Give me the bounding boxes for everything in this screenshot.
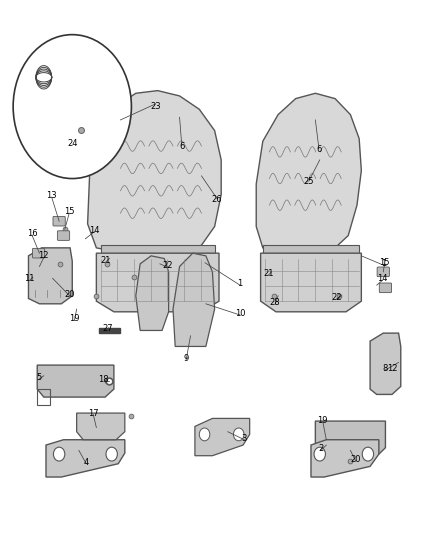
Text: 6: 6 bbox=[179, 142, 184, 151]
Circle shape bbox=[199, 428, 210, 441]
Polygon shape bbox=[256, 93, 361, 253]
Text: 4: 4 bbox=[84, 458, 89, 467]
FancyBboxPatch shape bbox=[377, 267, 389, 277]
Text: 20: 20 bbox=[350, 455, 361, 464]
Circle shape bbox=[106, 447, 117, 461]
Polygon shape bbox=[311, 440, 379, 477]
Text: 13: 13 bbox=[46, 191, 57, 200]
Text: 21: 21 bbox=[263, 269, 274, 278]
Text: 22: 22 bbox=[331, 293, 342, 302]
Text: 20: 20 bbox=[65, 290, 75, 299]
Polygon shape bbox=[315, 421, 385, 454]
Circle shape bbox=[13, 35, 131, 179]
Polygon shape bbox=[37, 365, 114, 397]
Text: 12: 12 bbox=[39, 252, 49, 260]
Text: 3: 3 bbox=[242, 434, 247, 442]
Polygon shape bbox=[88, 91, 221, 253]
Polygon shape bbox=[173, 253, 215, 346]
Text: 5: 5 bbox=[37, 373, 42, 382]
Circle shape bbox=[362, 447, 374, 461]
Text: 19: 19 bbox=[69, 314, 80, 323]
Polygon shape bbox=[101, 245, 215, 253]
Polygon shape bbox=[263, 245, 359, 253]
Circle shape bbox=[314, 447, 325, 461]
FancyBboxPatch shape bbox=[32, 248, 45, 258]
Text: 22: 22 bbox=[162, 261, 173, 270]
Text: 11: 11 bbox=[25, 274, 35, 283]
Text: 18: 18 bbox=[99, 375, 109, 384]
Polygon shape bbox=[261, 253, 361, 312]
Text: 19: 19 bbox=[318, 416, 328, 424]
Text: 24: 24 bbox=[67, 140, 78, 148]
Text: 26: 26 bbox=[212, 196, 222, 204]
Polygon shape bbox=[96, 253, 219, 312]
Text: 27: 27 bbox=[103, 325, 113, 333]
Text: 1: 1 bbox=[381, 260, 387, 268]
Text: 28: 28 bbox=[270, 298, 280, 307]
Polygon shape bbox=[46, 440, 125, 477]
FancyBboxPatch shape bbox=[379, 283, 392, 293]
Text: 14: 14 bbox=[89, 226, 99, 235]
FancyBboxPatch shape bbox=[57, 231, 70, 240]
Circle shape bbox=[53, 447, 65, 461]
Text: 6: 6 bbox=[316, 145, 321, 154]
Text: 1: 1 bbox=[237, 279, 243, 288]
Text: 12: 12 bbox=[387, 365, 397, 373]
Text: 2: 2 bbox=[318, 445, 324, 453]
Polygon shape bbox=[136, 256, 169, 330]
Polygon shape bbox=[77, 413, 125, 440]
Polygon shape bbox=[370, 333, 401, 394]
Polygon shape bbox=[195, 418, 250, 456]
Text: 25: 25 bbox=[304, 177, 314, 185]
Text: 21: 21 bbox=[101, 256, 111, 264]
Text: 10: 10 bbox=[235, 309, 245, 318]
Text: 15: 15 bbox=[64, 207, 74, 216]
FancyBboxPatch shape bbox=[53, 216, 65, 226]
Polygon shape bbox=[99, 328, 120, 333]
Text: 14: 14 bbox=[377, 274, 388, 283]
Polygon shape bbox=[57, 112, 77, 128]
Polygon shape bbox=[28, 248, 72, 304]
Circle shape bbox=[233, 428, 244, 441]
Text: 17: 17 bbox=[88, 409, 99, 417]
Text: 16: 16 bbox=[27, 229, 37, 238]
Text: 23: 23 bbox=[150, 102, 161, 111]
Text: 9: 9 bbox=[184, 354, 189, 362]
Text: 15: 15 bbox=[379, 258, 390, 266]
Polygon shape bbox=[42, 88, 50, 128]
Text: 8: 8 bbox=[382, 365, 387, 373]
